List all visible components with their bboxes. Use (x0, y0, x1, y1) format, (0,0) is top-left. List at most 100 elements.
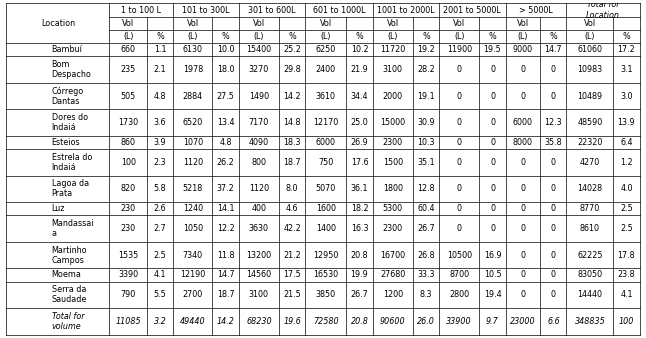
Text: 18.3: 18.3 (284, 138, 301, 147)
Text: 11900: 11900 (446, 45, 472, 54)
Text: 6000: 6000 (513, 118, 533, 127)
Text: 6520: 6520 (183, 118, 203, 127)
Text: 2300: 2300 (382, 224, 403, 233)
Text: 4.1: 4.1 (154, 270, 166, 280)
Text: 14.2: 14.2 (216, 317, 234, 326)
Text: 0: 0 (490, 138, 495, 147)
Text: 235: 235 (121, 65, 136, 74)
Text: 72580: 72580 (313, 317, 339, 326)
Text: Estrela do
Indaiá: Estrela do Indaiá (52, 153, 92, 172)
Text: 6.4: 6.4 (620, 138, 632, 147)
Text: 0: 0 (521, 270, 525, 280)
Text: 1490: 1490 (249, 92, 269, 101)
Text: 2.6: 2.6 (154, 204, 167, 213)
Text: Vol: Vol (517, 19, 529, 28)
Text: 1730: 1730 (118, 118, 138, 127)
Text: 68230: 68230 (246, 317, 272, 326)
Text: 19.1: 19.1 (417, 92, 435, 101)
Text: 11085: 11085 (116, 317, 141, 326)
Text: 42.2: 42.2 (283, 224, 301, 233)
Text: 2.1: 2.1 (154, 65, 167, 74)
Text: 15000: 15000 (380, 118, 405, 127)
Text: 33.3: 33.3 (417, 270, 435, 280)
Text: 19.2: 19.2 (417, 45, 435, 54)
Text: 21.9: 21.9 (351, 65, 368, 74)
Text: 17.2: 17.2 (618, 45, 635, 54)
Text: 0: 0 (551, 270, 556, 280)
Text: Total for
Location: Total for Location (586, 0, 620, 20)
Text: 10.3: 10.3 (417, 138, 435, 147)
Text: Bom
Despacho: Bom Despacho (52, 60, 92, 79)
Text: 12950: 12950 (313, 250, 339, 260)
Text: 27680: 27680 (380, 270, 406, 280)
Text: 20.8: 20.8 (351, 317, 368, 326)
Text: (L): (L) (585, 32, 595, 41)
Text: 25.2: 25.2 (283, 45, 301, 54)
Text: 16530: 16530 (313, 270, 339, 280)
Text: Vol: Vol (122, 19, 134, 28)
Text: 12.3: 12.3 (545, 118, 562, 127)
Text: 2.5: 2.5 (154, 250, 167, 260)
Text: 19.4: 19.4 (484, 290, 501, 299)
Text: 0: 0 (490, 204, 495, 213)
Text: 10.5: 10.5 (484, 270, 501, 280)
Text: 800: 800 (251, 158, 266, 167)
Text: 17.6: 17.6 (351, 158, 368, 167)
Text: 4.0: 4.0 (620, 184, 632, 193)
Text: 2.5: 2.5 (620, 204, 633, 213)
Text: 0: 0 (521, 224, 525, 233)
Text: Mandassai
a: Mandassai a (52, 219, 94, 238)
Text: 0: 0 (457, 92, 462, 101)
Text: 14.8: 14.8 (284, 118, 301, 127)
Text: 0: 0 (490, 92, 495, 101)
Text: 0: 0 (521, 290, 525, 299)
Text: (L): (L) (187, 32, 198, 41)
Text: Vol: Vol (387, 19, 399, 28)
Text: 0: 0 (551, 92, 556, 101)
Text: 660: 660 (121, 45, 136, 54)
Text: 1120: 1120 (249, 184, 269, 193)
Text: 0: 0 (490, 184, 495, 193)
Text: 9.7: 9.7 (486, 317, 499, 326)
Text: 18.2: 18.2 (351, 204, 368, 213)
Text: 2.7: 2.7 (154, 224, 167, 233)
Text: Location: Location (41, 19, 75, 28)
Text: 16.3: 16.3 (351, 224, 368, 233)
Text: 1400: 1400 (316, 224, 336, 233)
Text: 0: 0 (521, 250, 525, 260)
Text: 6000: 6000 (316, 138, 336, 147)
Text: 100: 100 (121, 158, 136, 167)
Text: 3270: 3270 (249, 65, 269, 74)
Text: 2884: 2884 (183, 92, 203, 101)
Text: 0: 0 (551, 250, 556, 260)
Text: 19.5: 19.5 (484, 45, 501, 54)
Text: 4.8: 4.8 (220, 138, 232, 147)
Text: 35.1: 35.1 (417, 158, 435, 167)
Text: %: % (156, 32, 164, 41)
Text: 230: 230 (121, 224, 136, 233)
Text: 13.9: 13.9 (618, 118, 635, 127)
Text: 6130: 6130 (183, 45, 203, 54)
Text: 3.1: 3.1 (620, 65, 632, 74)
Text: 25.0: 25.0 (351, 118, 368, 127)
Text: 0: 0 (551, 224, 556, 233)
Text: 7170: 7170 (249, 118, 269, 127)
Text: Serra da
Saudade: Serra da Saudade (52, 285, 87, 305)
Text: 0: 0 (457, 138, 462, 147)
Text: (L): (L) (454, 32, 464, 41)
Text: 3610: 3610 (316, 92, 336, 101)
Text: 1800: 1800 (383, 184, 402, 193)
Text: 6.6: 6.6 (547, 317, 559, 326)
Text: 1.2: 1.2 (620, 158, 632, 167)
Text: (L): (L) (388, 32, 398, 41)
Text: 2700: 2700 (183, 290, 203, 299)
Text: 8.0: 8.0 (286, 184, 298, 193)
Text: Lagoa da
Prata: Lagoa da Prata (52, 179, 89, 198)
Text: 3850: 3850 (316, 290, 336, 299)
Text: 8700: 8700 (449, 270, 470, 280)
Text: 26.2: 26.2 (216, 158, 234, 167)
Text: 0: 0 (490, 224, 495, 233)
Text: 101 to 300L: 101 to 300L (182, 5, 230, 15)
Text: 8610: 8610 (580, 224, 600, 233)
Text: 6250: 6250 (316, 45, 336, 54)
